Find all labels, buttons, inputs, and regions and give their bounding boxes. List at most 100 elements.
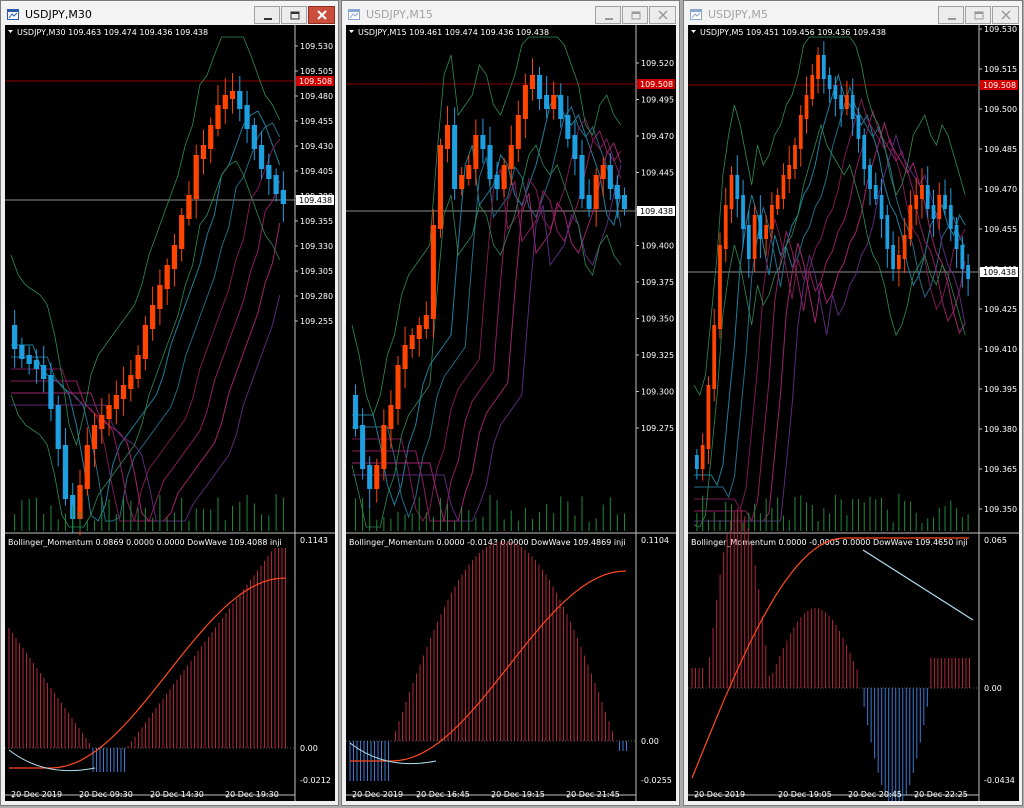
bollinger-band-line xyxy=(693,36,966,397)
price-label: 109.470 xyxy=(984,185,1017,194)
restore-icon xyxy=(974,11,984,20)
bearish-candle xyxy=(480,135,486,149)
bullish-candle xyxy=(113,395,119,409)
bearish-candle xyxy=(537,75,543,99)
time-label: 20 Dec 20:45 xyxy=(848,790,902,799)
time-label: 20 Dec 09:30 xyxy=(79,790,133,799)
price-label: 109.505 xyxy=(300,67,333,76)
bullish-candle xyxy=(437,145,443,229)
moving-average-line xyxy=(694,133,966,522)
bullish-candle xyxy=(798,115,803,149)
minimize-button[interactable] xyxy=(254,6,280,24)
bearish-candle xyxy=(280,190,286,204)
moving-average-line xyxy=(694,121,966,522)
close-icon xyxy=(317,10,327,20)
bearish-candle xyxy=(55,405,61,449)
indicator-max-label: 0.065 xyxy=(984,536,1007,545)
chart-canvas[interactable]: USDJPY,M15 109.461 109.474 109.436 109.4… xyxy=(346,25,676,801)
indicator-max-label: 0.1104 xyxy=(641,536,669,545)
chart-area[interactable]: USDJPY,M15 109.461 109.474 109.436 109.4… xyxy=(346,25,676,801)
bearish-candle xyxy=(494,175,500,189)
bearish-candle xyxy=(827,75,832,89)
close-button[interactable] xyxy=(992,6,1019,24)
price-label: 109.520 xyxy=(641,59,674,68)
bearish-candle xyxy=(879,195,884,219)
chart-window-m5[interactable]: USDJPY,M5 USDJPY,M5 109.451 109.456 109.… xyxy=(683,0,1023,806)
chart-window-m15[interactable]: USDJPY,M15 USDJPY,M15 109.461 109.474 10… xyxy=(341,0,680,806)
minimize-icon xyxy=(605,18,613,20)
minimize-button[interactable] xyxy=(938,6,964,24)
chart-canvas[interactable]: USDJPY,M30 109.463 109.474 109.436 109.4… xyxy=(5,25,335,801)
moving-average-line xyxy=(352,164,622,522)
bearish-candle xyxy=(558,95,564,119)
bullish-candle xyxy=(466,165,472,179)
price-label: 109.530 xyxy=(300,42,333,51)
bullish-candle xyxy=(120,385,127,399)
dropdown-arrow-icon xyxy=(8,30,13,33)
momentum-line xyxy=(691,537,969,779)
bullish-candle xyxy=(501,165,507,189)
bearish-candle xyxy=(735,175,740,199)
price-label: 109.325 xyxy=(641,351,674,360)
price-label: 109.515 xyxy=(984,65,1017,74)
close-button[interactable] xyxy=(308,6,335,24)
moving-average-line xyxy=(352,129,622,522)
restore-button[interactable] xyxy=(965,6,991,24)
bollinger-band-line xyxy=(351,144,622,528)
bearish-candle xyxy=(353,395,359,429)
bullish-candle xyxy=(445,125,451,149)
bearish-candle xyxy=(891,245,895,269)
moving-average-line xyxy=(694,85,966,499)
window-title: USDJPY,M5 xyxy=(708,8,768,21)
price-label: 109.455 xyxy=(300,117,333,126)
bullish-candle xyxy=(908,205,913,239)
bullish-candle xyxy=(729,175,734,209)
restore-button[interactable] xyxy=(622,6,648,24)
time-label: 20 Dec 19:05 xyxy=(778,790,832,799)
bearish-candle xyxy=(607,165,613,189)
bullish-candle xyxy=(157,285,163,309)
bearish-candle xyxy=(586,195,592,209)
price-label: 109.380 xyxy=(984,425,1017,434)
window-title: USDJPY,M15 xyxy=(366,8,433,21)
bullish-candle xyxy=(402,345,408,369)
bullish-candle xyxy=(764,225,769,239)
bearish-candle xyxy=(579,155,585,199)
bearish-candle xyxy=(41,365,47,379)
bullish-candle xyxy=(804,95,809,119)
bearish-candle xyxy=(943,195,947,209)
bearish-candle xyxy=(856,115,861,139)
bullish-candle xyxy=(787,165,792,179)
bullish-candle xyxy=(150,305,156,329)
bullish-candle xyxy=(551,95,557,109)
time-label: 20 Dec 19:30 xyxy=(225,790,279,799)
bullish-candle xyxy=(529,75,535,89)
price-label: 109.485 xyxy=(984,145,1017,154)
indicator-min-label: -0.0434 xyxy=(984,776,1015,785)
chart-area[interactable]: USDJPY,M5 109.451 109.456 109.436 109.43… xyxy=(688,25,1019,801)
indicator-zero-label: 0.00 xyxy=(984,684,1002,693)
bullish-candle xyxy=(179,215,185,249)
restore-button[interactable] xyxy=(281,6,307,24)
indicator-min-label: -0.0212 xyxy=(300,776,331,785)
bullish-candle xyxy=(752,215,757,259)
bearish-candle xyxy=(33,360,40,369)
minimize-button[interactable] xyxy=(595,6,621,24)
price-label: 109.365 xyxy=(984,465,1017,474)
bullish-candle xyxy=(896,255,901,269)
moving-average-line xyxy=(11,138,281,522)
bullish-candle xyxy=(171,245,178,269)
close-button[interactable] xyxy=(649,6,676,24)
chart-window-m30[interactable]: USDJPY,M30 USDJPY,M30 109.463 109.474 10… xyxy=(0,0,339,806)
current-price-marker xyxy=(980,267,1018,277)
chart-area[interactable]: USDJPY,M30 109.463 109.474 109.436 109.4… xyxy=(5,25,335,801)
minimize-icon xyxy=(948,18,956,20)
chart-window-icon xyxy=(348,9,360,20)
chart-canvas[interactable]: USDJPY,M5 109.451 109.456 109.436 109.43… xyxy=(688,25,1019,801)
bearish-candle xyxy=(966,265,970,279)
red-price-marker xyxy=(980,80,1018,90)
price-label: 109.280 xyxy=(300,292,333,301)
bearish-candle xyxy=(19,345,25,359)
bullish-candle xyxy=(409,335,415,349)
bollinger-band-line xyxy=(10,36,281,447)
